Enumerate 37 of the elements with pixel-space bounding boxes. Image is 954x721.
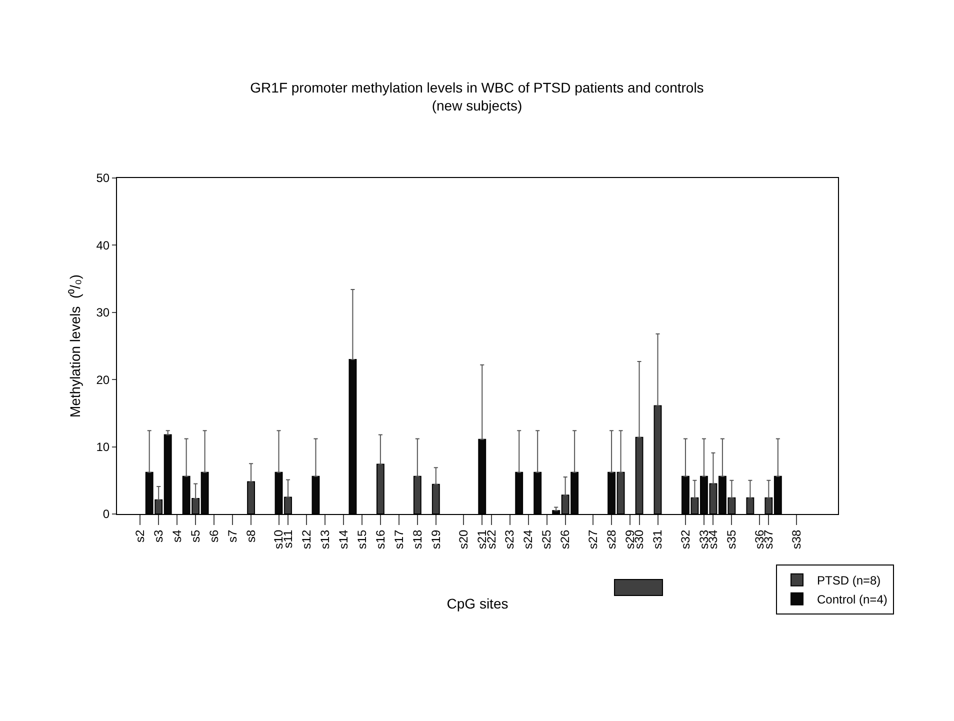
x-tick-label: s16: [373, 529, 388, 550]
x-tick-label: s3: [152, 529, 166, 542]
x-tick-label: s24: [521, 529, 536, 550]
y-tick-label: 20: [96, 372, 110, 387]
x-tick-label: s25: [540, 529, 554, 550]
x-tick-label: s35: [724, 529, 739, 550]
x-tick-label: s6: [206, 529, 221, 542]
x-tick-label: s14: [336, 529, 350, 550]
x-tick-label: s32: [678, 529, 692, 550]
x-tick-label: s28: [604, 529, 618, 550]
legend-label: Control (n=4): [816, 592, 888, 607]
x-tick-label: s15: [354, 529, 369, 550]
x-tick-label: s27: [586, 529, 600, 550]
y-tick-label: 30: [96, 306, 110, 320]
y-tick-label: 50: [96, 171, 110, 186]
x-tick-label: s26: [558, 529, 572, 550]
y-axis-title: Methylation levels (⁰/₀): [66, 274, 83, 418]
x-tick-label: s31: [650, 529, 665, 550]
x-tick-label: s4: [170, 529, 184, 542]
x-tick-label: s12: [299, 529, 314, 550]
x-tick-label: s18: [410, 529, 424, 550]
x-tick-label: s23: [502, 529, 517, 550]
x-tick-label: s19: [428, 529, 443, 550]
x-tick-label: s13: [318, 529, 332, 550]
x-tick-label: s8: [244, 529, 258, 542]
y-tick-label: 0: [102, 507, 110, 522]
x-tick-label: s7: [225, 529, 240, 542]
x-tick-label: s38: [789, 529, 804, 550]
x-tick-label: s20: [456, 529, 471, 550]
y-tick-label: 40: [96, 238, 110, 252]
x-tick-label: s17: [392, 529, 406, 550]
x-tick-label: s2: [133, 529, 148, 542]
chart-title: GR1F promoter methylation levels in WBC of PTSD patients and controls (new subjects): [250, 79, 704, 114]
x-tick-label: s5: [188, 529, 202, 542]
legend-label: PTSD (n=8): [816, 574, 881, 588]
x-axis-title: CpG sites: [446, 595, 508, 612]
y-tick-label: 10: [96, 440, 110, 454]
